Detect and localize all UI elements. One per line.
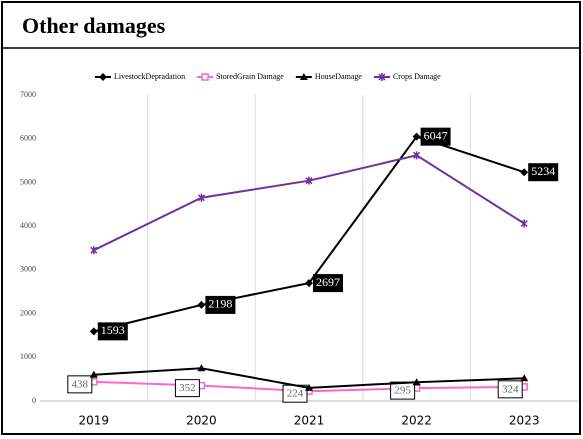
marker — [197, 193, 205, 202]
label-box — [67, 375, 93, 394]
data-label: 2198 — [208, 297, 232, 311]
marker — [412, 132, 421, 141]
label-box — [313, 274, 343, 293]
x-tick-label: 2023 — [509, 414, 540, 428]
legend-label: LivestockDepradation — [114, 72, 185, 81]
chart-title: Other damages — [22, 13, 166, 38]
marker — [305, 176, 313, 185]
y-tick-label: 4000 — [20, 221, 36, 230]
legend-label: Crops Damage — [393, 72, 441, 81]
marker — [197, 300, 206, 309]
x-tick-label: 2020 — [186, 414, 217, 428]
x-tick-label: 2019 — [79, 414, 110, 428]
data-label: 6047 — [424, 128, 448, 142]
marker — [99, 73, 107, 81]
marker — [413, 151, 421, 160]
marker — [197, 364, 206, 372]
marker — [378, 73, 386, 81]
marker — [299, 73, 308, 80]
marker — [412, 378, 421, 386]
data-label: 224 — [287, 388, 304, 400]
marker — [520, 168, 529, 177]
data-label: 324 — [502, 383, 519, 395]
y-tick-label: 1000 — [20, 352, 36, 361]
legend-label: HouseDamage — [315, 72, 363, 81]
marker — [201, 73, 209, 81]
marker — [89, 370, 98, 378]
label-box — [497, 380, 523, 399]
data-label: 1593 — [101, 323, 125, 337]
y-tick-label: 6000 — [20, 134, 36, 143]
data-label: 438 — [72, 378, 89, 390]
marker — [520, 374, 529, 382]
label-box — [420, 127, 451, 146]
label-box — [174, 379, 200, 398]
data-label: 295 — [394, 385, 411, 397]
y-tick-label: 2000 — [20, 308, 36, 317]
marker — [90, 246, 98, 255]
y-tick-label: 3000 — [20, 265, 36, 274]
y-tick-label: 5000 — [20, 177, 36, 186]
y-tick-label: 7000 — [20, 90, 36, 99]
marker — [305, 279, 313, 288]
label-box — [97, 322, 128, 341]
legend-label: StoredGrain Damage — [216, 72, 284, 81]
label-box — [205, 295, 236, 314]
data-label: 5234 — [531, 164, 555, 178]
marker — [305, 383, 313, 391]
marker — [520, 219, 528, 228]
y-tick-label: 0 — [32, 396, 36, 405]
x-tick-label: 2022 — [401, 414, 432, 428]
x-tick-label: 2021 — [294, 414, 325, 428]
label-box — [528, 163, 559, 182]
data-label: 352 — [179, 382, 196, 394]
data-label: 2697 — [316, 275, 340, 289]
marker — [89, 327, 98, 336]
